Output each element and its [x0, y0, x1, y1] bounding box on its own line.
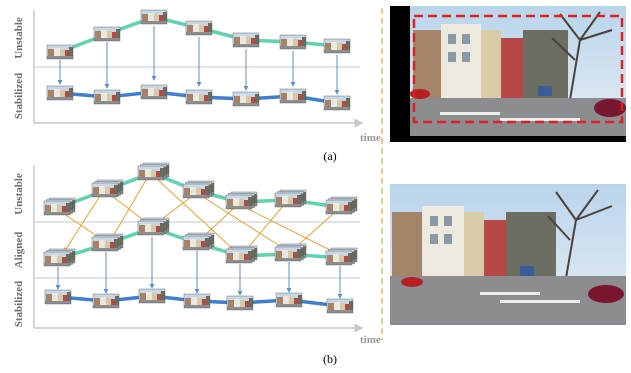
frame-stack	[44, 198, 75, 215]
photo-stabilized-frame	[390, 184, 626, 325]
panel-b-caption: (b)	[323, 352, 337, 366]
frame-thumbnail	[279, 88, 307, 104]
frame-thumbnail	[185, 89, 213, 105]
frame-stack	[275, 244, 306, 261]
frame-thumbnail	[140, 84, 168, 100]
panel-a-vertical-arrows	[57, 26, 340, 95]
panel-b-aligned-frames	[44, 218, 357, 266]
frame-thumbnail	[44, 289, 72, 305]
frame-stack	[226, 192, 257, 209]
crop-box	[412, 14, 624, 124]
frame-thumbnail	[232, 91, 260, 107]
frame-stack	[275, 190, 306, 207]
frame-thumbnail	[226, 295, 254, 311]
frame-stack	[183, 233, 214, 250]
panel-b-vertical-arrows	[55, 237, 343, 299]
frame-stack	[226, 246, 257, 263]
panel-a-label-stabilized: Stabilized	[13, 73, 25, 119]
frame-thumbnail	[279, 34, 307, 50]
frame-thumbnail	[183, 293, 211, 309]
frame-stack	[138, 163, 169, 180]
panel-b-label-stabilized: Stabilized	[13, 281, 25, 327]
frame-stack	[92, 180, 123, 197]
frame-thumbnail	[46, 85, 74, 101]
panel-b-label-aligned: Aligned	[13, 232, 25, 269]
frame-stack	[326, 197, 357, 214]
panel-a-label-unstable: Unstable	[13, 17, 25, 59]
frame-thumbnail	[92, 293, 120, 309]
frame-thumbnail	[93, 89, 121, 105]
panel-a-diagram: Unstable Stabilized time	[13, 9, 381, 144]
frame-thumbnail	[140, 9, 168, 25]
panel-a-time-label: time	[360, 132, 381, 144]
panel-b-unstable-frames	[44, 163, 357, 215]
frame-stack	[92, 234, 123, 251]
panel-a-caption: (a)	[323, 149, 336, 163]
frame-thumbnail	[138, 288, 166, 304]
frame-stack	[138, 218, 169, 235]
frame-stack	[326, 248, 357, 265]
frame-stack	[44, 249, 75, 266]
frame-thumbnail	[185, 20, 213, 36]
frame-thumbnail	[326, 298, 354, 314]
frame-stack	[183, 181, 214, 198]
frame-thumbnail	[46, 44, 74, 60]
panel-b-alignment-arrows	[63, 179, 335, 253]
panel-b-time-label: time	[360, 334, 381, 346]
frame-thumbnail	[323, 95, 351, 111]
photo-unstable-frame	[390, 6, 626, 142]
panel-b-diagram: Unstable Aligned Stabilized time	[13, 163, 381, 346]
frame-thumbnail	[275, 292, 303, 308]
frame-thumbnail	[232, 32, 260, 48]
frame-thumbnail	[323, 38, 351, 54]
frame-thumbnail	[93, 26, 121, 42]
panel-b-label-unstable: Unstable	[13, 173, 25, 215]
